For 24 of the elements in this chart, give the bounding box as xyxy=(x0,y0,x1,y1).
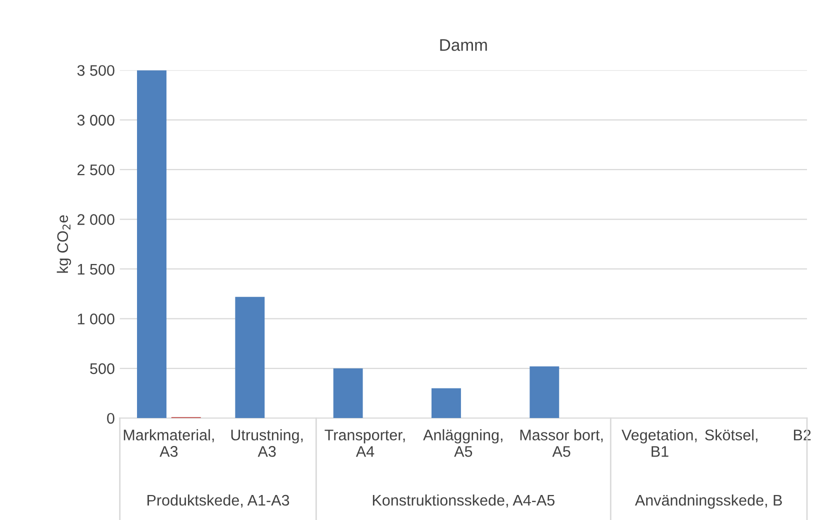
y-tick-label: 500 xyxy=(90,363,114,374)
bar xyxy=(137,70,166,418)
x-tick-label: Anläggning, A5 xyxy=(423,429,502,457)
y-tick-label: 2 000 xyxy=(78,214,114,225)
x-tick-label: Markmaterial, A3 xyxy=(124,429,214,457)
y-tick-label: 3 500 xyxy=(77,65,114,76)
y-tick-label: 1 500 xyxy=(78,264,114,275)
y-tick-label: 0 xyxy=(107,412,114,424)
bar xyxy=(333,368,363,418)
x-tick-label: Transporter, A4 xyxy=(324,430,405,457)
text: Produktskede, A1-A3 xyxy=(147,494,290,508)
x-tick-label: Vegetation, B1 xyxy=(622,429,697,457)
text: Användningsskede, B xyxy=(634,494,782,509)
x-tick-label: Massor bort, A5 xyxy=(520,429,603,457)
bar xyxy=(235,296,265,418)
text: Konstruktionsskede, A4-A5 xyxy=(372,494,554,508)
chart-title: Damm xyxy=(440,39,487,51)
y-axis-title: kg CO$_{2}$e xyxy=(56,215,72,273)
y-tick-label: 3 000 xyxy=(77,114,114,126)
bar xyxy=(530,366,560,418)
y-tick-label: 2 500 xyxy=(78,164,114,176)
bar xyxy=(432,388,461,418)
x-tick-label: Utrustning, A3 xyxy=(231,429,303,457)
y-tick-label: 1 000 xyxy=(78,314,114,324)
